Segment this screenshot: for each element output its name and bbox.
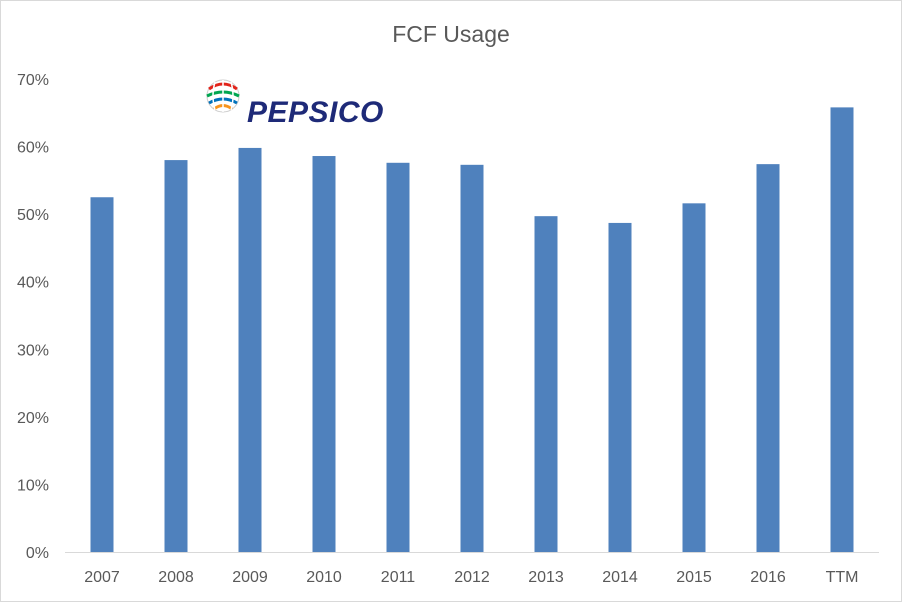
- bar-2009: [238, 147, 262, 552]
- globe-icon: [206, 79, 240, 113]
- pepsico-logo: PEPSICO: [206, 79, 384, 129]
- y-tick-label: 50%: [17, 207, 49, 224]
- x-tick-label: 2016: [750, 569, 786, 586]
- bar-2015: [682, 203, 706, 552]
- x-axis-ticks: 2007 2008 2009 2010 2011 2012 2013 2014 2015 2016…: [84, 569, 858, 586]
- logo-text: PEPSICO: [247, 96, 384, 129]
- bar-ttm: [830, 107, 854, 552]
- bar-2014: [608, 222, 632, 553]
- y-tick-label: 0%: [26, 545, 49, 562]
- y-tick-label: 20%: [17, 410, 49, 427]
- x-tick-label: 2010: [306, 569, 342, 586]
- x-tick-label: 2014: [602, 569, 638, 586]
- y-tick-label: 30%: [17, 342, 49, 359]
- x-tick-label: 2008: [158, 569, 194, 586]
- y-tick-label: 10%: [17, 477, 49, 494]
- bars: [90, 107, 854, 553]
- x-tick-label: TTM: [826, 569, 859, 586]
- bar-2010: [312, 156, 336, 552]
- x-tick-label: 2013: [528, 569, 564, 586]
- y-axis-ticks: 0% 10% 20% 30% 40% 50% 60% 70%: [17, 72, 49, 562]
- bar-2008: [164, 160, 188, 553]
- bar-2012: [460, 164, 484, 552]
- x-tick-label: 2012: [454, 569, 490, 586]
- x-tick-label: 2015: [676, 569, 712, 586]
- y-tick-label: 70%: [17, 72, 49, 89]
- y-tick-label: 40%: [17, 275, 49, 292]
- bar-2016: [756, 164, 780, 552]
- x-tick-label: 2007: [84, 569, 120, 586]
- x-tick-label: 2009: [232, 569, 268, 586]
- x-tick-label: 2011: [381, 569, 416, 586]
- bar-2011: [386, 162, 410, 552]
- bar-2013: [534, 216, 558, 553]
- y-tick-label: 60%: [17, 140, 49, 157]
- bar-2007: [90, 197, 114, 552]
- chart-title: FCF Usage: [392, 21, 510, 47]
